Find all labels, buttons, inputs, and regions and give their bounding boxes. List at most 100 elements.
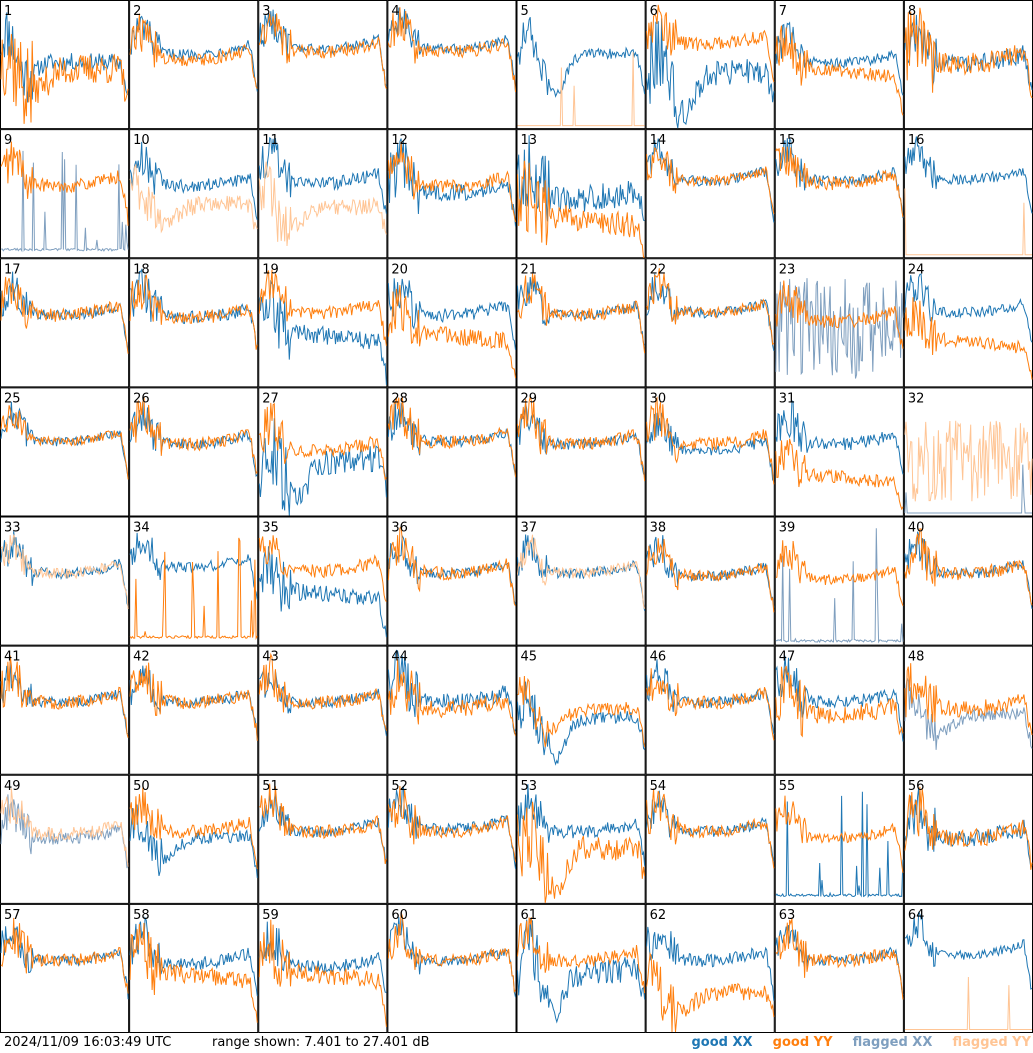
panel-frame [516,774,646,904]
panel-frame [387,516,517,646]
series-xx-good-46 [646,659,775,735]
panel-label: 47 [779,650,796,665]
series-yy-good-62 [646,951,775,1033]
panel-label: 18 [133,262,150,277]
series-xx-good-25 [0,401,129,478]
panel-label: 55 [779,779,796,794]
legend-good-yy: good YY [772,1035,833,1050]
panel-label: 1 [4,4,12,19]
series-xx-good-18 [130,267,258,349]
series-yy-good-24 [904,297,1033,380]
panel-frame [516,0,646,130]
series-yy-good-51 [259,783,387,865]
panel-label: 14 [650,133,667,148]
series-yy-good-22 [646,268,775,346]
panel-label: 52 [391,779,408,794]
panel-label: 58 [133,908,150,923]
panel-label: 39 [779,521,796,536]
panel-label: 53 [521,779,538,794]
series-xx-good-34 [129,532,258,600]
panel-label: 19 [262,262,279,277]
panel-label: 5 [521,4,529,19]
series-yy-flagged-49 [0,788,129,867]
series-yy-good-48 [904,663,1033,736]
series-yy-flagged-32 [904,420,1033,502]
panel-label: 37 [521,521,538,536]
series-yy-good-30 [646,396,775,485]
panel-frame [645,774,775,904]
panel-label: 36 [391,521,408,536]
panel-28: 28 [387,387,517,517]
series-yy-flagged-64 [904,976,1032,1030]
panel-46: 46 [645,645,775,775]
series-xx-good-64 [904,911,1033,990]
panel-61: 61 [516,903,646,1033]
panel-53: 53 [516,774,646,904]
series-xx-good-43 [259,669,387,736]
panel-13: 13 [516,129,646,259]
panel-40: 40 [903,516,1033,646]
series-xx-good-45 [517,681,646,766]
range-shown: range shown: 7.401 to 27.401 dB [212,1035,430,1050]
panel-label: 9 [4,133,12,148]
series-yy-good-12 [387,141,516,223]
series-yy-good-27 [258,402,387,481]
panel-frame [258,774,388,904]
panel-label: 8 [908,4,916,19]
panel-frame [0,387,130,517]
panel-6: 6 [645,0,775,130]
panel-label: 4 [391,4,399,19]
panel-17: 17 [0,258,130,388]
panel-label: 48 [908,650,925,665]
panel-label: 16 [908,133,925,148]
panel-9: 9 [0,129,130,259]
series-yy-good-15 [775,146,904,218]
panel-label: 32 [908,391,925,406]
series-xx-good-56 [904,787,1033,869]
panel-frame [903,129,1033,259]
series-xx-good-53 [517,784,646,866]
panel-label: 17 [4,262,21,277]
panel-frame [516,387,646,517]
panel-label: 13 [521,133,538,148]
panel-label: 20 [391,262,408,277]
panel-label: 27 [262,391,279,406]
series-yy-flagged-16 [904,188,1032,256]
panel-frame [645,258,775,388]
panel-50: 50 [129,774,259,904]
panel-label: 64 [908,908,925,923]
panel-frame [387,129,517,259]
legend-flagged-xx: flagged XX [852,1035,933,1050]
series-yy-good-19 [258,269,387,346]
panel-frame [903,903,1033,1033]
series-xx-good-50 [129,804,258,878]
panel-59: 59 [258,903,388,1033]
panel-7: 7 [774,0,904,130]
panel-label: 34 [133,521,150,536]
series-yy-good-25 [0,405,129,480]
panel-43: 43 [258,645,388,775]
panel-label: 56 [908,779,925,794]
panel-42: 42 [129,645,259,775]
panel-frame [516,516,646,646]
panel-label: 28 [391,391,408,406]
panel-label: 61 [521,908,538,923]
series-yy-good-39 [775,540,904,606]
series-yy-good-61 [517,917,646,994]
panel-frame [387,258,517,388]
panel-64: 64 [903,903,1033,1033]
panel-33: 33 [0,516,130,646]
series-yy-good-13 [517,160,645,258]
series-yy-good-2 [129,13,258,89]
series-xx-good-38 [646,535,775,608]
series-yy-good-21 [517,273,646,354]
series-xx-good-54 [646,790,775,862]
panel-frame [387,774,517,904]
panel-1: 1 [0,0,130,130]
panel-frame [258,258,388,388]
series-xx-good-52 [387,786,516,869]
panel-frame [258,516,388,646]
series-yy-good-60 [387,912,516,994]
panel-frame [0,903,130,1033]
